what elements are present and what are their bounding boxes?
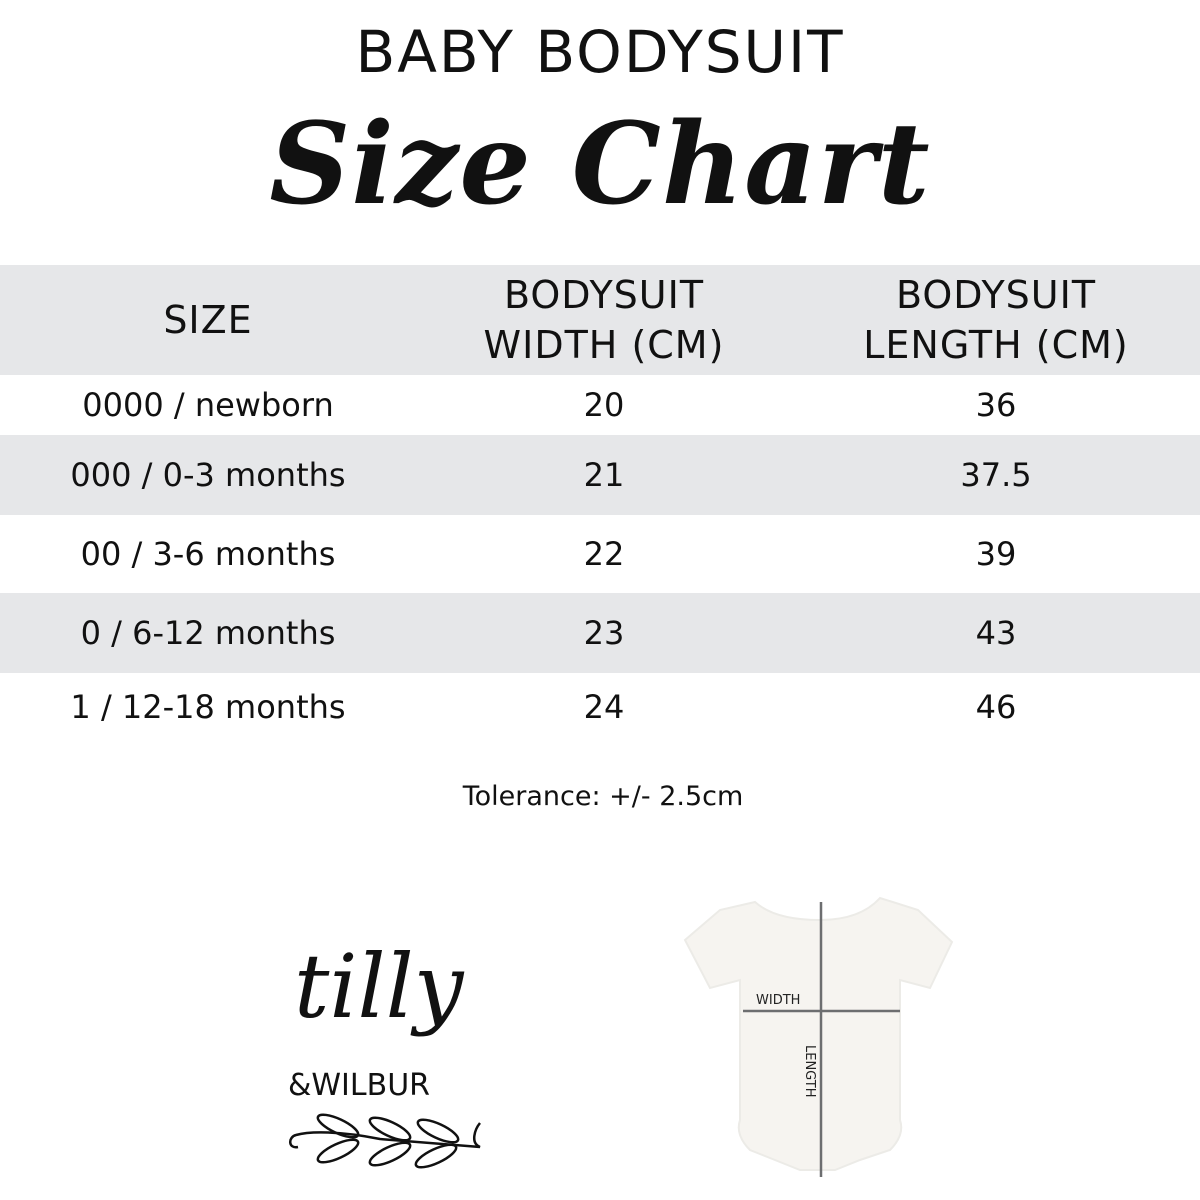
tolerance-note: Tolerance: +/- 2.5cm [462, 781, 744, 812]
bodysuit-shape [683, 896, 954, 1171]
cell-size: 1 / 12-18 months [70, 688, 346, 726]
logo-wordmark-text: &WILBUR [288, 1068, 430, 1103]
header-text: WIDTH (CM) [483, 323, 725, 367]
header-width: BODYSUIT WIDTH (CM) [416, 265, 792, 375]
title-size-chart: Size Chart [269, 99, 931, 230]
header-text: BODYSUIT [895, 273, 1097, 317]
table-row: 000 / 0-3 months 21 37.5 [0, 435, 1200, 515]
cell-size: 0000 / newborn [82, 386, 334, 424]
header-size: SIZE [0, 265, 416, 375]
header-text: SIZE [163, 298, 253, 342]
header-text: LENGTH (CM) [863, 323, 1129, 367]
table-row: 0 / 6-12 months 23 43 [0, 593, 1200, 673]
cell-size: 000 / 0-3 months [0, 435, 416, 515]
logo-script-text: tilly [294, 935, 465, 1038]
tilly-wilbur-logo: tilly &WILBUR [288, 935, 482, 1169]
table-row: 1 / 12-18 months 24 46 [0, 673, 1200, 741]
title-baby-bodysuit: BABY BODYSUIT [355, 18, 845, 86]
cell-length: 46 [975, 688, 1017, 726]
cell-width: 20 [583, 386, 625, 424]
cell-length: 39 [975, 535, 1017, 573]
length-label: LENGTH [802, 1045, 817, 1098]
leaf-branch-icon [289, 1113, 482, 1169]
bodysuit-diagram: WIDTH LENGTH [683, 896, 954, 1177]
cell-size: 0 / 6-12 months [0, 593, 416, 673]
table-row: 00 / 3-6 months 22 39 [0, 515, 1200, 593]
cell-width: 23 [416, 593, 792, 673]
cell-length: 43 [792, 593, 1200, 673]
cell-length: 36 [975, 386, 1017, 424]
cell-size: 00 / 3-6 months [80, 535, 336, 573]
header-text: BODYSUIT [503, 273, 705, 317]
table-row: 0000 / newborn 20 36 [0, 375, 1200, 435]
width-label: WIDTH [756, 993, 800, 1008]
cell-length: 37.5 [792, 435, 1200, 515]
size-table: SIZE BODYSUIT WIDTH (CM) BODYSUIT LENGTH (… [0, 265, 1200, 741]
cell-width: 21 [416, 435, 792, 515]
cell-width: 24 [583, 688, 625, 726]
header-length: BODYSUIT LENGTH (CM) [792, 265, 1200, 375]
table-header: SIZE BODYSUIT WIDTH (CM) BODYSUIT LENGTH (… [0, 265, 1200, 375]
cell-width: 22 [583, 535, 625, 573]
